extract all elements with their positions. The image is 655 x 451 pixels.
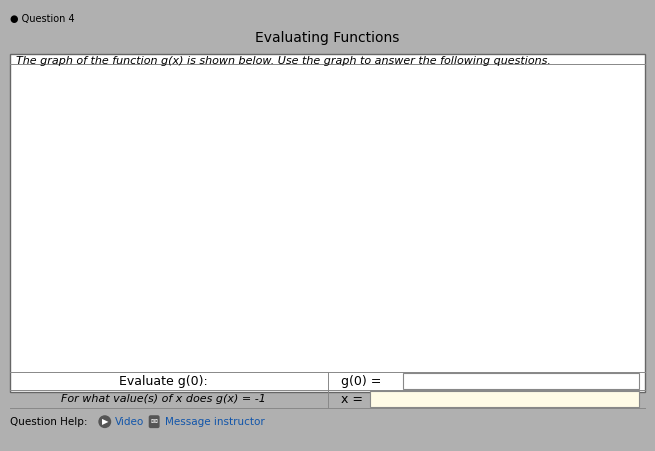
Text: Evaluate g(0):: Evaluate g(0):: [119, 375, 208, 387]
Text: Video: Video: [115, 417, 144, 427]
Text: The graph of the function g(x) is shown below. Use the graph to answer the follo: The graph of the function g(x) is shown …: [16, 56, 552, 66]
Text: ✉: ✉: [151, 417, 158, 426]
Text: x =: x =: [341, 393, 363, 405]
Text: Message instructor: Message instructor: [165, 417, 265, 427]
Text: ● Question 4: ● Question 4: [10, 14, 75, 23]
Text: ▶: ▶: [102, 417, 108, 426]
Text: For what value(s) of x does g(x) = -1: For what value(s) of x does g(x) = -1: [62, 394, 266, 404]
Text: g(0) =: g(0) =: [341, 375, 381, 387]
Text: Question Help:: Question Help:: [10, 417, 87, 427]
Text: Q: Q: [459, 373, 466, 383]
Text: Evaluating Functions: Evaluating Functions: [255, 31, 400, 46]
